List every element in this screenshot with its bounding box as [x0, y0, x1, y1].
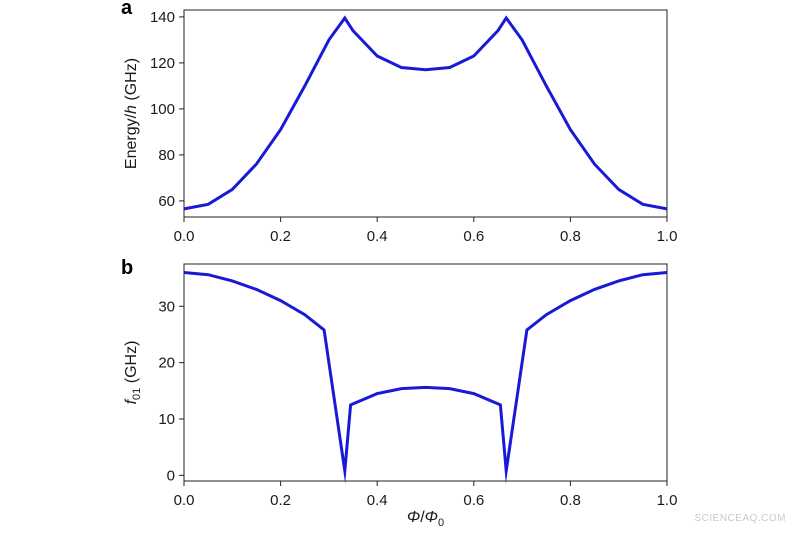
x-axis-label-part: Φ: [425, 509, 438, 526]
y-axis-label-part: (GHz): [123, 341, 140, 388]
x-axis-label-sub: 0: [438, 517, 444, 529]
x-axis-label-part: Φ: [407, 509, 420, 526]
y-axis-label: Energy/h (GHz): [123, 58, 140, 169]
panel-letter: a: [121, 0, 133, 19]
x-tick-label: 0.6: [463, 228, 484, 245]
y-axis-label-part: f: [123, 398, 140, 404]
x-tick-label: 0.0: [174, 492, 195, 509]
y-tick-label: 20: [158, 355, 175, 372]
y-tick-label: 140: [150, 9, 175, 26]
x-tick-label: 0.2: [270, 492, 291, 509]
plot-frame: [183, 9, 668, 218]
y-axis-label-sub: 01: [131, 388, 143, 400]
x-axis-label: Φ/Φ0: [407, 509, 444, 529]
series-line: [183, 15, 668, 211]
y-axis-label-part: (GHz): [123, 58, 140, 105]
y-axis-label-part: h: [123, 105, 140, 114]
y-tick-label: 60: [158, 193, 175, 210]
y-tick-label: 120: [150, 55, 175, 72]
x-tick-label: 1.0: [657, 492, 678, 509]
plot-frame: [183, 263, 668, 482]
panel-a: 0.0 0.2 0.4 0.6 0.8 1.0 60 80 100 120 140 a Energy/h…: [121, 0, 677, 245]
series-line: [183, 271, 668, 484]
x-tick-label: 0.6: [463, 492, 484, 509]
x-tick-label: 1.0: [657, 228, 678, 245]
x-tick-label: 0.8: [560, 228, 581, 245]
watermark: SCIENCEAQ.COM: [694, 513, 786, 524]
y-tick-label: 10: [158, 411, 175, 428]
x-tick-label: 0.2: [270, 228, 291, 245]
y-axis-label: f01 (GHz): [123, 341, 143, 405]
y-tick-label: 100: [150, 101, 175, 118]
x-tick-label: 0.4: [367, 492, 388, 509]
x-tick-label: 0.8: [560, 492, 581, 509]
y-tick-label: 30: [158, 298, 175, 315]
x-axis-label-part: /: [420, 509, 425, 526]
y-tick-label: 80: [158, 147, 175, 164]
y-axis-label-part: Energy/: [123, 113, 140, 169]
x-tick-label: 0.0: [174, 228, 195, 245]
panel-letter: b: [121, 257, 133, 279]
y-tick-label: 0: [167, 467, 175, 484]
x-tick-label: 0.4: [367, 228, 388, 245]
